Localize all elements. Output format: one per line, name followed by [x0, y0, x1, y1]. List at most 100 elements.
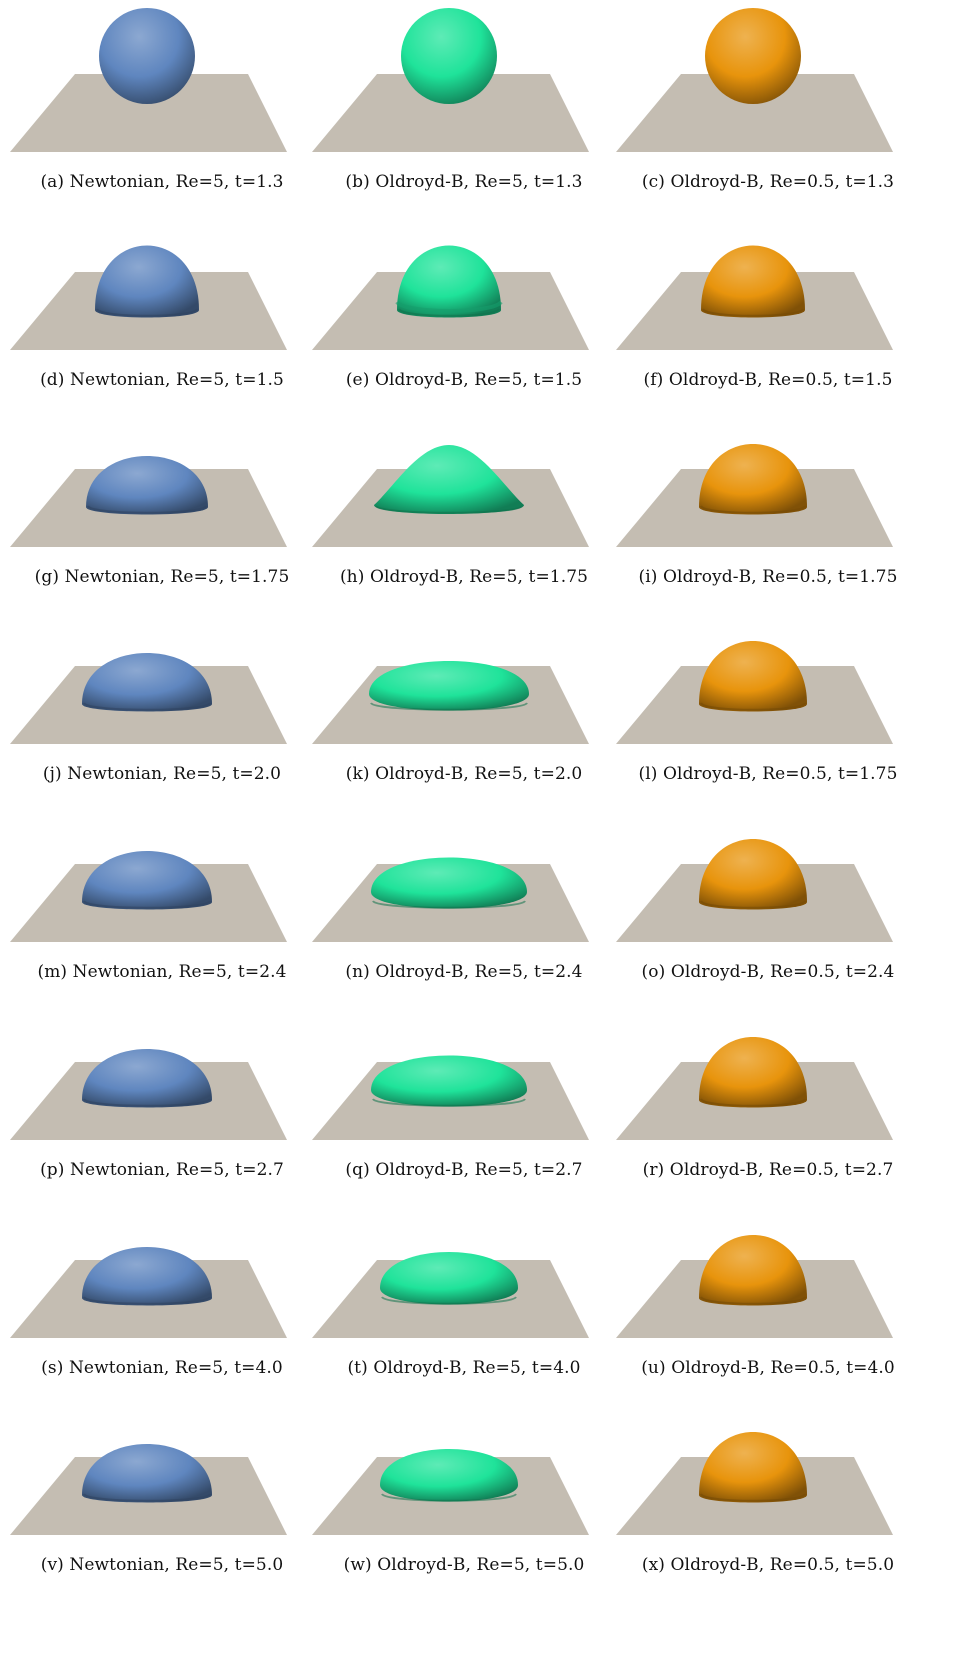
droplet-render [312, 245, 589, 350]
figure-panel: (l) Oldroyd-B, Re=0.5, t=1.75 [608, 592, 928, 803]
droplet-render [616, 839, 893, 942]
droplet [86, 456, 208, 515]
panel-caption: (i) Oldroyd-B, Re=0.5, t=1.75 [638, 567, 898, 587]
panel-caption: (b) Oldroyd-B, Re=5, t=1.3 [345, 172, 583, 192]
figure-panel: (g) Newtonian, Re=5, t=1.75 [2, 395, 322, 606]
panel-caption: (r) Oldroyd-B, Re=0.5, t=2.7 [642, 1160, 894, 1180]
figure-panel: (r) Oldroyd-B, Re=0.5, t=2.7 [608, 988, 928, 1199]
droplet-render [10, 851, 287, 942]
droplet [371, 857, 527, 909]
droplet [82, 653, 212, 712]
figure-panel: (n) Oldroyd-B, Re=5, t=2.4 [304, 790, 624, 1001]
panel-caption: (n) Oldroyd-B, Re=5, t=2.4 [345, 962, 583, 982]
droplet-render [312, 857, 589, 942]
figure-panel: (p) Newtonian, Re=5, t=2.7 [2, 988, 322, 1199]
droplet-render [10, 456, 287, 547]
figure-panel: (i) Oldroyd-B, Re=0.5, t=1.75 [608, 395, 928, 606]
droplet-render [616, 1432, 893, 1535]
panel-caption: (f) Oldroyd-B, Re=0.5, t=1.5 [643, 370, 893, 390]
figure-panel: (t) Oldroyd-B, Re=5, t=4.0 [304, 1186, 624, 1397]
panel-caption: (k) Oldroyd-B, Re=5, t=2.0 [345, 764, 583, 784]
droplet-render [616, 245, 893, 350]
droplet [395, 245, 503, 318]
droplet-render [312, 1252, 589, 1338]
figure-panel: (w) Oldroyd-B, Re=5, t=5.0 [304, 1383, 624, 1594]
droplet [82, 851, 212, 910]
figure-panel: (s) Newtonian, Re=5, t=4.0 [2, 1186, 322, 1397]
droplet-render [616, 1235, 893, 1338]
figure-panel: (c) Oldroyd-B, Re=0.5, t=1.3 [608, 0, 928, 211]
panel-caption: (e) Oldroyd-B, Re=5, t=1.5 [345, 370, 583, 390]
figure-panel: (x) Oldroyd-B, Re=0.5, t=5.0 [608, 1383, 928, 1594]
panel-caption: (d) Newtonian, Re=5, t=1.5 [40, 370, 284, 390]
droplet [82, 1444, 212, 1503]
droplet-render [312, 8, 589, 152]
panel-caption: (v) Newtonian, Re=5, t=5.0 [40, 1555, 284, 1575]
droplet [380, 1252, 518, 1305]
panel-caption: (h) Oldroyd-B, Re=5, t=1.75 [339, 567, 589, 587]
panel-caption: (q) Oldroyd-B, Re=5, t=2.7 [345, 1160, 583, 1180]
droplet-render [312, 661, 589, 744]
panel-caption: (t) Oldroyd-B, Re=5, t=4.0 [347, 1358, 581, 1378]
droplet-render [616, 444, 893, 547]
droplet-render [312, 445, 589, 547]
droplet [701, 245, 805, 318]
panel-caption: (w) Oldroyd-B, Re=5, t=5.0 [343, 1555, 585, 1575]
droplet [699, 1432, 807, 1503]
figure-panel: (e) Oldroyd-B, Re=5, t=1.5 [304, 198, 624, 409]
figure-panel: (v) Newtonian, Re=5, t=5.0 [2, 1383, 322, 1594]
droplet [82, 1049, 212, 1108]
figure-panel: (o) Oldroyd-B, Re=0.5, t=2.4 [608, 790, 928, 1001]
droplet-render [10, 1444, 287, 1535]
droplet-render [616, 1037, 893, 1140]
droplet [99, 8, 195, 104]
figure-panel: (d) Newtonian, Re=5, t=1.5 [2, 198, 322, 409]
figure-panel: (u) Oldroyd-B, Re=0.5, t=4.0 [608, 1186, 928, 1397]
panel-caption: (j) Newtonian, Re=5, t=2.0 [42, 764, 282, 784]
panel-caption: (m) Newtonian, Re=5, t=2.4 [37, 962, 287, 982]
panel-caption: (l) Oldroyd-B, Re=0.5, t=1.75 [638, 764, 898, 784]
droplet-render [10, 653, 287, 744]
droplet-render [10, 8, 287, 152]
droplet [380, 1449, 518, 1502]
droplet [699, 641, 807, 712]
droplet-render [10, 1049, 287, 1140]
droplet [374, 445, 524, 514]
figure-panel: (k) Oldroyd-B, Re=5, t=2.0 [304, 592, 624, 803]
panel-caption: (s) Newtonian, Re=5, t=4.0 [41, 1358, 283, 1378]
figure-panel: (h) Oldroyd-B, Re=5, t=1.75 [304, 395, 624, 606]
panel-caption: (p) Newtonian, Re=5, t=2.7 [40, 1160, 284, 1180]
droplet [699, 444, 807, 515]
panel-caption: (g) Newtonian, Re=5, t=1.75 [34, 567, 290, 587]
panel-caption: (c) Oldroyd-B, Re=0.5, t=1.3 [641, 172, 895, 192]
droplet-render [616, 8, 893, 152]
droplet-render [312, 1449, 589, 1535]
figure-panel: (m) Newtonian, Re=5, t=2.4 [2, 790, 322, 1001]
substrate-plane [616, 74, 893, 152]
droplet [371, 1055, 527, 1107]
droplet-render [10, 245, 287, 350]
figure-panel: (j) Newtonian, Re=5, t=2.0 [2, 592, 322, 803]
droplet [82, 1247, 212, 1306]
substrate-plane [312, 74, 589, 152]
figure-panel: (b) Oldroyd-B, Re=5, t=1.3 [304, 0, 624, 211]
figure-panel: (q) Oldroyd-B, Re=5, t=2.7 [304, 988, 624, 1199]
figure-panel: (a) Newtonian, Re=5, t=1.3 [2, 0, 322, 211]
droplet-render [10, 1247, 287, 1338]
droplet [95, 245, 199, 318]
droplet [401, 8, 497, 104]
droplet [699, 1037, 807, 1108]
droplet [699, 839, 807, 910]
panel-caption: (o) Oldroyd-B, Re=0.5, t=2.4 [641, 962, 895, 982]
droplet [699, 1235, 807, 1306]
droplet-render [312, 1055, 589, 1140]
droplet [705, 8, 801, 104]
figure-panel: (f) Oldroyd-B, Re=0.5, t=1.5 [608, 198, 928, 409]
substrate-plane [10, 74, 287, 152]
panel-caption: (x) Oldroyd-B, Re=0.5, t=5.0 [641, 1555, 895, 1575]
droplet [369, 661, 529, 711]
droplet-render [616, 641, 893, 744]
panel-caption: (a) Newtonian, Re=5, t=1.3 [40, 172, 284, 192]
panel-caption: (u) Oldroyd-B, Re=0.5, t=4.0 [641, 1358, 895, 1378]
